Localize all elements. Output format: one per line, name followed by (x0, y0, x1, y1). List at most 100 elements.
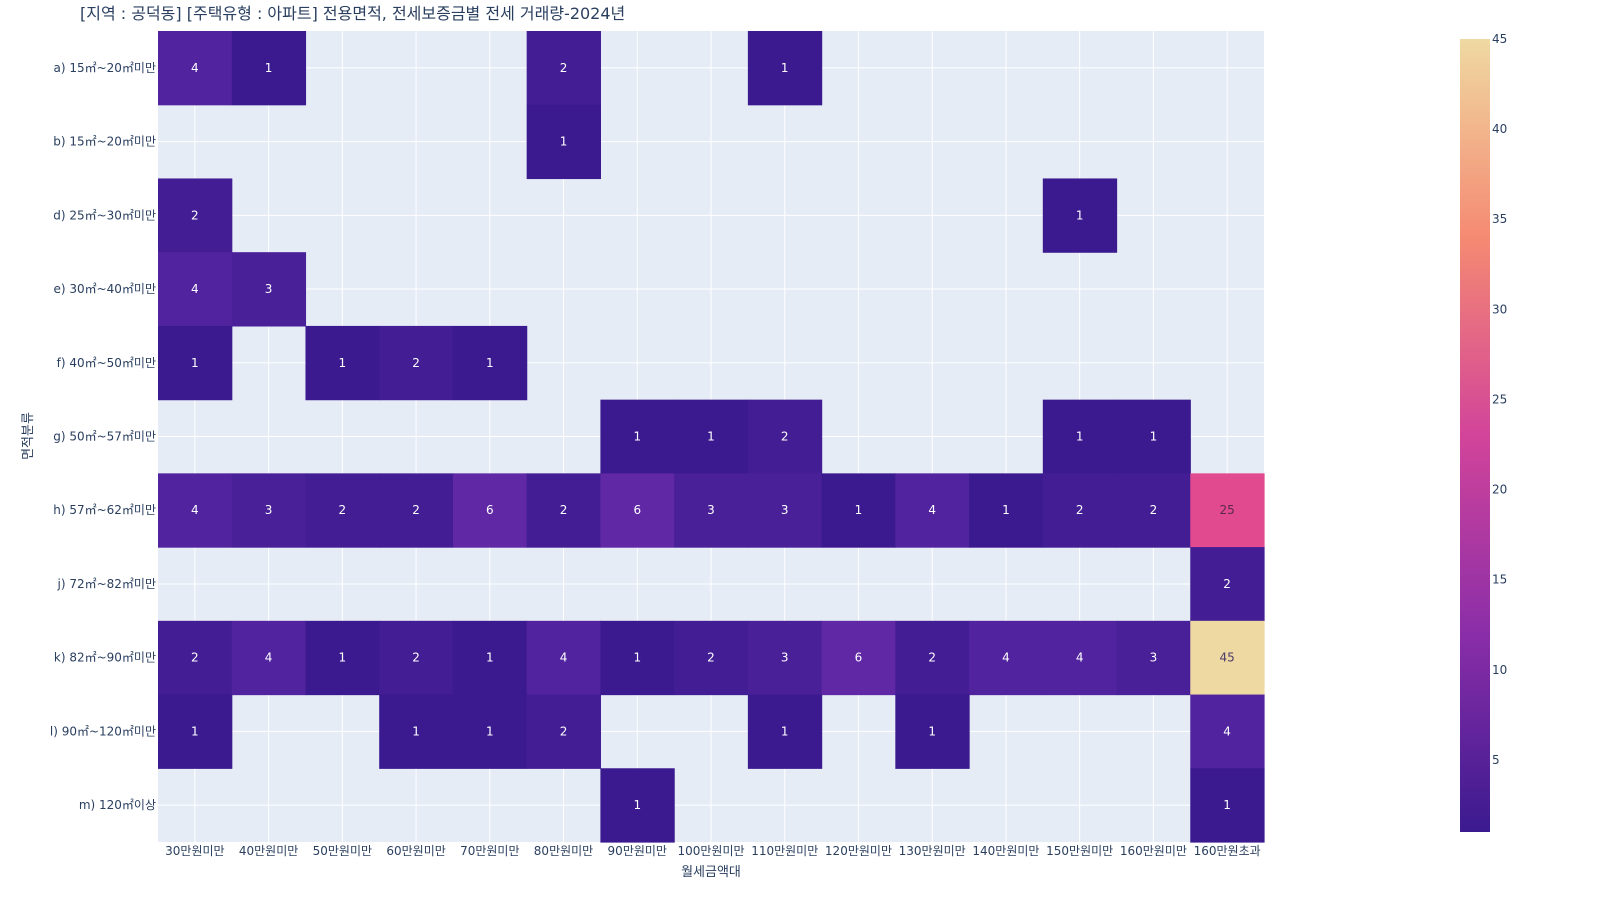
heatmap-cell (747, 31, 823, 106)
cell-value-label: 2 (707, 651, 715, 665)
x-tick-label: 40만원미만 (239, 844, 298, 858)
cell-value-label: 1 (633, 798, 641, 812)
cell-value-label: 1 (339, 356, 347, 370)
x-tick-label: 140만원미만 (972, 844, 1039, 858)
heatmap-cell (1116, 399, 1191, 474)
chart-title: [지역 : 공덕동] [주택유형 : 아파트] 전용면적, 전세보증금별 전세 … (80, 4, 626, 23)
heatmap-cell (747, 694, 823, 769)
heatmap-cell (452, 694, 528, 769)
heatmap-cell (1190, 768, 1265, 843)
heatmap-cell (379, 694, 454, 769)
cell-value-label: 2 (1150, 503, 1158, 517)
cell-value-label: 4 (191, 61, 199, 75)
colorbar-tick-label: 25 (1492, 392, 1507, 406)
y-tick-label: d) 25㎡~30㎡미만 (53, 208, 156, 222)
heatmap-cell (231, 473, 307, 548)
heatmap-cell (379, 620, 454, 696)
heatmap-cell (526, 104, 601, 180)
heatmap-cell (895, 473, 970, 548)
y-axis-ticks: a) 15㎡~20㎡미만 b) 15㎡~20㎡미만 d) 25㎡~30㎡미만 e) 3… (50, 61, 156, 812)
colorbar-tick-label: 35 (1492, 212, 1507, 226)
cell-value-label: 2 (928, 651, 936, 665)
cell-value-label: 4 (560, 651, 568, 665)
colorbar-tick-label: 30 (1492, 302, 1507, 316)
cell-value-label: 1 (781, 61, 789, 75)
colorbar: 5 10 15 20 25 30 35 40 45 (1460, 32, 1507, 832)
heatmap-cell (526, 31, 601, 106)
heatmap-cell (1190, 473, 1265, 548)
cell-value-label: 1 (928, 724, 936, 738)
heatmap-cell (158, 473, 233, 548)
cell-value-label: 1 (1002, 503, 1010, 517)
heatmap-cell (158, 325, 233, 401)
cell-value-label: 3 (265, 503, 273, 517)
heatmap-cell (158, 31, 233, 106)
cell-value-label: 4 (1076, 651, 1084, 665)
cell-value-label: 3 (265, 282, 273, 296)
x-tick-label: 100만원미만 (677, 844, 744, 858)
heatmap-cell (747, 399, 823, 474)
colorbar-tick-label: 20 (1492, 483, 1507, 497)
x-tick-label: 150만원미만 (1046, 844, 1113, 858)
heatmap-cells (158, 31, 1265, 843)
heatmap-cell (1042, 620, 1118, 696)
y-tick-label: j) 72㎡~82㎡미만 (56, 577, 156, 591)
heatmap-cell (452, 620, 528, 696)
cell-value-label: 6 (855, 651, 863, 665)
cell-value-label: 3 (781, 651, 789, 665)
y-tick-label: h) 57㎡~62㎡미만 (53, 503, 156, 517)
heatmap-cell (1190, 694, 1265, 769)
cell-value-label: 2 (339, 503, 347, 517)
heatmap-cell (1190, 547, 1265, 622)
cell-value-label: 2 (1076, 503, 1084, 517)
x-tick-label: 160만원초과 (1194, 844, 1261, 858)
heatmap-cell (379, 473, 454, 548)
colorbar-ticks: 5 10 15 20 25 30 35 40 45 (1492, 32, 1507, 767)
x-tick-label: 160만원미만 (1120, 844, 1187, 858)
x-tick-label: 80만원미만 (534, 844, 593, 858)
colorbar-tick-label: 40 (1492, 122, 1507, 136)
x-tick-label: 120만원미만 (825, 844, 892, 858)
cell-labels: 4 1 2 1 1 2 1 4 3 1 1 2 1 1 1 2 1 1 4 3 2 2 6 2 6 3 3 1 4 1 2 2 25 2 2 4 1 2 1… (191, 61, 1235, 812)
heatmap-cell (600, 620, 675, 696)
cell-value-label: 2 (412, 651, 420, 665)
cell-value-label: 1 (486, 724, 494, 738)
y-tick-label: m) 120㎡이상 (79, 798, 156, 812)
heatmap-cell (158, 620, 233, 696)
heatmap-cell (1042, 399, 1118, 474)
cell-value-label: 1 (265, 61, 273, 75)
heatmap-cell (1042, 473, 1118, 548)
cell-value-label: 1 (1076, 208, 1084, 222)
cell-value-label: 2 (191, 651, 199, 665)
cell-value-label: 4 (191, 282, 199, 296)
heatmap-cell (747, 620, 823, 696)
heatmap-cell (526, 694, 601, 769)
x-tick-label: 50만원미만 (313, 844, 372, 858)
heatmap-cell (1116, 620, 1191, 696)
cell-value-label: 3 (707, 503, 715, 517)
cell-value-label: 2 (560, 724, 568, 738)
heatmap-cell (969, 620, 1044, 696)
heatmap-cell (231, 31, 307, 106)
cell-value-label: 1 (781, 724, 789, 738)
cell-value-label: 1 (1150, 430, 1158, 444)
x-axis-title: 월세금액대 (681, 865, 741, 880)
y-axis-title: 면적분류 (21, 412, 36, 460)
cell-value-label: 3 (781, 503, 789, 517)
heatmap-cell (895, 694, 970, 769)
heatmap-cell (158, 178, 233, 253)
cell-value-label: 6 (633, 503, 641, 517)
cell-value-label: 2 (781, 430, 789, 444)
cell-value-label: 1 (633, 430, 641, 444)
heatmap-cell (231, 620, 307, 696)
cell-value-label: 4 (1002, 651, 1010, 665)
heatmap-cell (231, 252, 307, 327)
colorbar-tick-label: 10 (1492, 663, 1507, 677)
heatmap-cell (600, 768, 675, 843)
x-tick-label: 70만원미만 (460, 844, 519, 858)
y-tick-label: k) 82㎡~90㎡미만 (54, 651, 156, 665)
cell-value-label: 45 (1219, 651, 1234, 665)
cell-value-label: 2 (412, 503, 420, 517)
cell-value-label: 2 (560, 503, 568, 517)
